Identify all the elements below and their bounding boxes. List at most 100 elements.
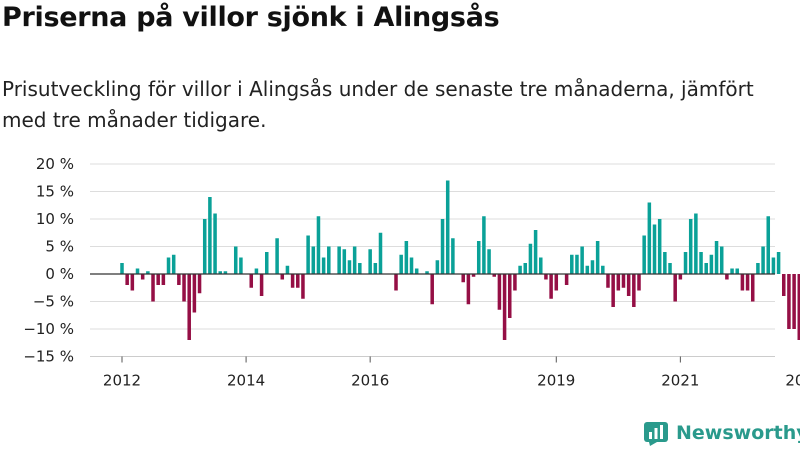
bar	[394, 274, 398, 291]
bar	[290, 274, 295, 288]
bar	[213, 213, 217, 274]
bar	[730, 268, 734, 274]
bar	[657, 219, 662, 274]
bar	[254, 268, 259, 274]
x-tick-label: 2023	[785, 372, 800, 390]
bar	[507, 274, 512, 318]
bar	[714, 241, 719, 274]
bar	[208, 197, 212, 274]
bar	[321, 257, 326, 274]
bar	[704, 263, 708, 274]
x-tick-label: 2021	[661, 372, 699, 390]
bar	[409, 257, 414, 274]
bar	[797, 274, 800, 340]
bar	[120, 263, 124, 274]
bar	[177, 274, 181, 285]
bar	[192, 274, 197, 313]
bar	[285, 265, 290, 274]
bar	[399, 254, 403, 274]
bar	[151, 274, 155, 302]
bar	[575, 254, 579, 274]
bar	[327, 246, 331, 274]
x-tick-label: 2016	[351, 372, 389, 390]
y-tick-label: 5 %	[45, 238, 74, 256]
bar	[482, 216, 486, 274]
bar	[549, 274, 553, 299]
bar	[296, 274, 300, 288]
bar	[554, 274, 559, 291]
bar	[487, 249, 491, 274]
bar	[709, 254, 714, 274]
bar	[218, 271, 222, 274]
bar	[750, 274, 755, 302]
bar	[776, 252, 781, 274]
y-tick-label: −15 %	[23, 348, 74, 366]
bar	[280, 274, 285, 280]
bar	[756, 263, 760, 274]
bar	[590, 260, 595, 274]
bar	[378, 232, 383, 274]
bar	[368, 249, 372, 274]
bar	[492, 274, 496, 277]
y-tick-label: 20 %	[36, 155, 74, 173]
x-tick-label: 2019	[537, 372, 575, 390]
y-tick-label: −10 %	[23, 320, 74, 338]
bar	[678, 274, 683, 280]
bar	[766, 216, 771, 274]
bar	[637, 274, 641, 291]
bar	[735, 268, 739, 274]
bar	[595, 241, 600, 274]
bar	[663, 252, 667, 274]
bar	[311, 246, 316, 274]
bar	[373, 263, 378, 274]
bar	[202, 219, 207, 274]
newsworthy-brand: Newsworthy	[644, 420, 800, 446]
bar	[352, 246, 357, 274]
bar	[259, 274, 264, 296]
bar	[223, 271, 228, 274]
brand-name: Newsworthy	[676, 422, 800, 444]
bar	[451, 238, 455, 274]
bar	[182, 274, 186, 302]
bar	[668, 263, 672, 274]
bar	[404, 241, 409, 274]
bar	[792, 274, 796, 329]
bar	[414, 268, 419, 274]
bar	[745, 274, 750, 291]
bar	[688, 219, 693, 274]
bar	[632, 274, 636, 307]
bar	[740, 274, 745, 291]
bar	[239, 257, 243, 274]
bar	[471, 274, 476, 277]
bar	[265, 252, 269, 274]
bar	[513, 274, 517, 291]
x-tick-label: 2012	[103, 372, 141, 390]
bar	[621, 274, 626, 288]
bar	[342, 249, 347, 274]
bar	[233, 246, 238, 274]
bar	[673, 274, 677, 302]
bar	[425, 271, 429, 274]
bar	[564, 274, 569, 285]
bar	[347, 260, 352, 274]
bar	[544, 274, 548, 280]
chart-title: Priserna på villor sjönk i Alingsås	[2, 2, 500, 33]
bar	[699, 252, 703, 274]
bar	[725, 274, 729, 280]
bar	[476, 241, 481, 274]
bar	[461, 274, 465, 283]
bar	[430, 274, 434, 305]
bar	[761, 246, 765, 274]
bar	[135, 268, 140, 274]
bar	[502, 274, 507, 340]
y-tick-label: 10 %	[36, 210, 74, 228]
bar	[611, 274, 615, 307]
bar	[533, 230, 538, 274]
bar	[358, 263, 362, 274]
bar	[140, 274, 145, 280]
bar	[694, 213, 698, 274]
bar	[647, 202, 652, 274]
bar	[652, 224, 657, 274]
bar	[497, 274, 502, 310]
bar	[440, 219, 445, 274]
